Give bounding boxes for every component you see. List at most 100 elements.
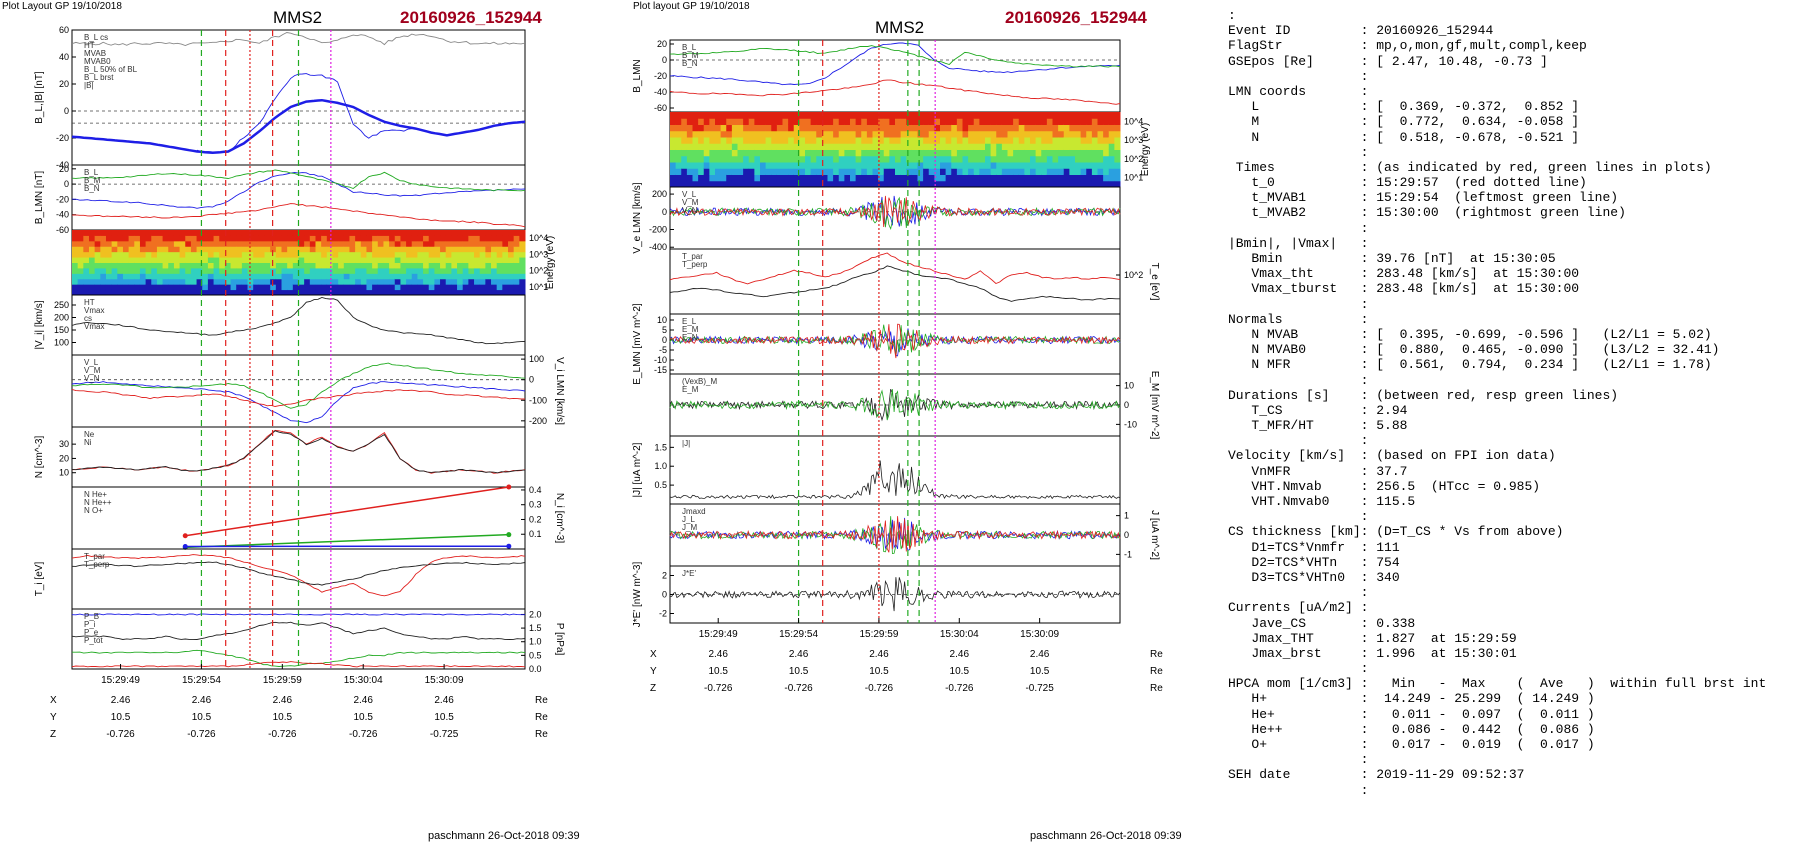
spectrogram-cell (901, 156, 907, 163)
spectrogram-cell (457, 279, 463, 285)
spectrogram-cell (163, 252, 169, 258)
spectrogram-cell (1047, 137, 1053, 144)
spectrogram-cell (519, 230, 525, 236)
spectrogram-cell (1098, 137, 1104, 144)
spectrogram-cell (738, 168, 744, 175)
spectrogram-cell (732, 162, 738, 169)
spectrogram-cell (174, 252, 180, 258)
spectrogram-cell (457, 230, 463, 236)
spectrogram-cell (270, 252, 276, 258)
spectrogram-cell (1036, 175, 1042, 182)
spectrogram-cell (766, 137, 772, 144)
spectrogram-cell (514, 235, 520, 241)
spectrogram-cell (754, 143, 760, 150)
spectrogram-cell (78, 252, 84, 258)
spectrogram-cell (940, 118, 946, 125)
spectrogram-cell (1086, 125, 1092, 132)
spectrogram-cell (434, 235, 440, 241)
spectrogram-cell (1114, 118, 1120, 125)
spectrogram-cell (698, 156, 704, 163)
spectrogram-cell (884, 162, 890, 169)
spectrogram-cell (693, 156, 699, 163)
spectrogram-cell (417, 257, 423, 263)
spectrogram-cell (468, 230, 474, 236)
mid-panel-0-series-bl (670, 43, 1120, 85)
spectrogram-cell (514, 246, 520, 252)
spectrogram-cell (117, 284, 123, 290)
spectrogram-cell (957, 118, 963, 125)
spectrogram-cell (828, 175, 834, 182)
spectrogram-cell (287, 284, 293, 290)
spectrogram-cell (236, 268, 242, 274)
spectrogram-cell (485, 273, 491, 279)
spectrogram-cell (811, 150, 817, 157)
spectrogram-cell (670, 137, 676, 144)
spectrogram-cell (732, 137, 738, 144)
spectrogram-cell (833, 175, 839, 182)
spectrogram-cell (754, 181, 760, 188)
spectrogram-cell (721, 112, 727, 119)
spectrogram-cell (423, 273, 429, 279)
info-line: FlagStr : mp,o,mon,gf,mult,compl,keep (1228, 38, 1766, 53)
spectrogram-cell (923, 181, 929, 188)
spectrogram-cell (1036, 125, 1042, 132)
spectrogram-cell (788, 143, 794, 150)
spectrogram-cell (140, 279, 146, 285)
spectrogram-cell (873, 137, 879, 144)
spectrogram-cell (361, 246, 367, 252)
spectrogram-cell (766, 143, 772, 150)
spectrogram-cell (867, 143, 873, 150)
spectrogram-cell (681, 137, 687, 144)
spectrogram-cell (856, 118, 862, 125)
mid-panel-3-ytick: 10^2 (1124, 270, 1143, 280)
spectrogram-cell (338, 279, 344, 285)
spectrogram-cell (310, 268, 316, 274)
pos-row-unit: Re (535, 695, 548, 706)
info-line: SEH date : 2019-11-29 09:52:37 (1228, 767, 1766, 782)
spectrogram-cell (253, 284, 259, 290)
spectrogram-cell (349, 241, 355, 247)
spectrogram-cell (974, 156, 980, 163)
info-line: N : [ 0.518, -0.678, -0.521 ] (1228, 130, 1766, 145)
left-footer: paschmann 26-Oct-2018 09:39 (428, 830, 580, 842)
mid-panel-5-ylabel: E_M [mV m^-2] (1149, 371, 1160, 440)
spectrogram-cell (1030, 175, 1036, 182)
spectrogram-cell (417, 246, 423, 252)
spectrogram-cell (434, 257, 440, 263)
mid-panel-7-ylabel: J [uA m^-2] (1149, 510, 1160, 560)
spectrogram-cell (338, 263, 344, 269)
spectrogram-cell (811, 181, 817, 188)
spectrogram-cell (174, 284, 180, 290)
spectrogram-cell (1053, 168, 1059, 175)
spectrogram-cell (242, 273, 248, 279)
spectrogram-cell (497, 284, 503, 290)
spectrogram-cell (985, 156, 991, 163)
spectrogram-cell (457, 246, 463, 252)
spectrogram-cell (361, 273, 367, 279)
spectrogram-cell (146, 273, 152, 279)
spectrogram-cell (383, 246, 389, 252)
spectrogram-cell (474, 273, 480, 279)
spectrogram-cell (693, 168, 699, 175)
spectrogram-cell (355, 235, 361, 241)
spectrogram-cell (106, 263, 112, 269)
spectrogram-cell (957, 150, 963, 157)
left-panel-6-point (183, 533, 188, 538)
spectrogram-cell (355, 230, 361, 236)
spectrogram-cell (1013, 150, 1019, 157)
spectrogram-cell (202, 230, 208, 236)
spectrogram-cell (417, 252, 423, 258)
info-line: T_CS : 2.94 (1228, 403, 1766, 418)
spectrogram-cell (423, 263, 429, 269)
spectrogram-cell (732, 150, 738, 157)
spectrogram-cell (873, 162, 879, 169)
spectrogram-cell (514, 263, 520, 269)
spectrogram-cell (687, 112, 693, 119)
spectrogram-cell (214, 273, 220, 279)
spectrogram-cell (248, 268, 254, 274)
spectrogram-cell (1075, 125, 1081, 132)
spectrogram-cell (1024, 137, 1030, 144)
spectrogram-cell (811, 137, 817, 144)
info-line: VnMFR : 37.7 (1228, 464, 1766, 479)
spectrogram-cell (299, 279, 305, 285)
